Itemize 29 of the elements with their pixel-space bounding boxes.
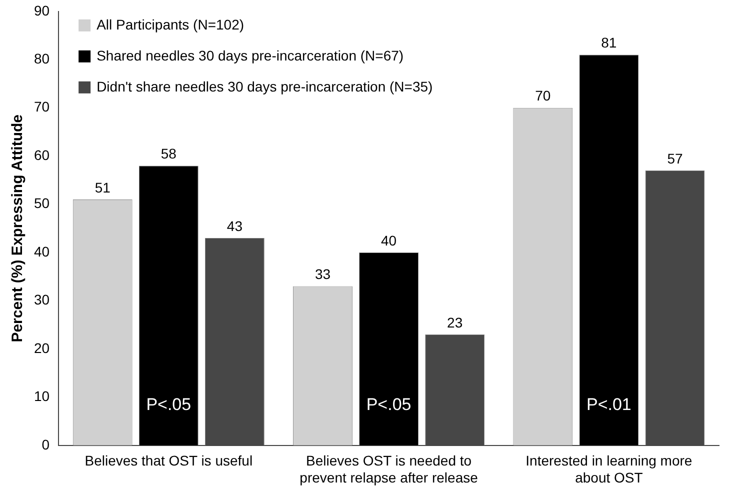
data-label: 58 (160, 146, 177, 162)
data-label: 57 (667, 150, 683, 166)
y-tick-label: 40 (34, 243, 50, 260)
data-label: 81 (601, 34, 617, 51)
y-tick-label: 80 (34, 50, 50, 66)
data-label: 51 (94, 179, 111, 196)
data-label: 40 (380, 232, 397, 248)
y-tick-label: 0 (42, 436, 50, 452)
data-label: 23 (447, 314, 463, 330)
data-label: 43 (226, 218, 243, 234)
y-axis-title: Percent (%) Expressing Attitude (9, 114, 26, 342)
y-tick-label: 20 (34, 340, 50, 356)
y-tick-label: 90 (34, 2, 50, 18)
y-tick-label: 50 (34, 195, 50, 212)
annotation: P<.01 (586, 395, 632, 414)
annotation: P<.05 (366, 395, 412, 414)
y-tick-label: 10 (34, 388, 50, 404)
x-tick-label: Interested in learning more about OST (526, 452, 692, 486)
y-tick-label: 70 (34, 98, 50, 115)
data-label: 70 (535, 88, 551, 104)
data-label: 33 (314, 266, 331, 282)
legend-label: All Participants (N=102) (96, 16, 244, 32)
legend-label: Shared needles 30 days pre-incarceration (N=67) (96, 47, 404, 64)
x-tick-label: Believes OST is needed to prevent relapse after release (300, 452, 478, 486)
annotation: P<.05 (146, 395, 192, 414)
y-tick-label: 60 (34, 146, 50, 163)
legend-label: Didn't share needles 30 days pre-incarceration (N=35) (96, 78, 433, 94)
y-tick-label: 30 (34, 292, 50, 308)
x-tick-label: Believes that OST is useful (84, 452, 253, 469)
